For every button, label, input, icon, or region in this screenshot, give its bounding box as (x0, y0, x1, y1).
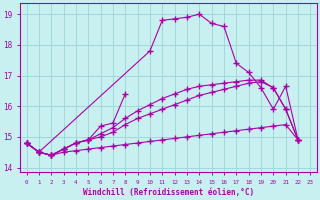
X-axis label: Windchill (Refroidissement éolien,°C): Windchill (Refroidissement éolien,°C) (83, 188, 254, 197)
